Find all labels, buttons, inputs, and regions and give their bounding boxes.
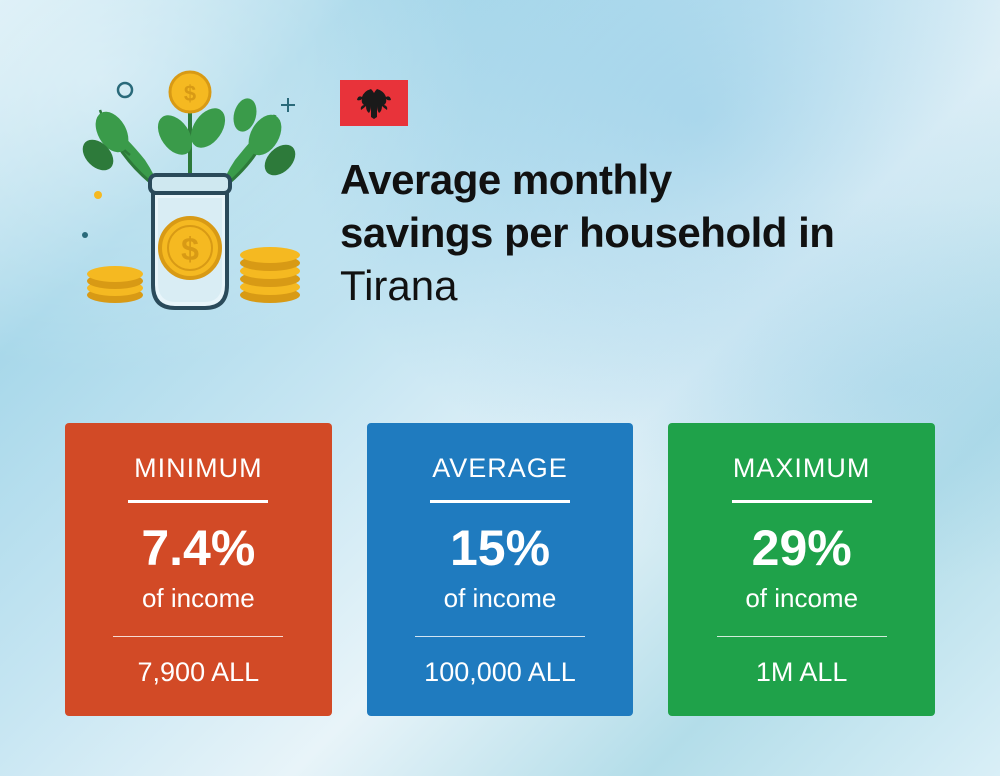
divider [415, 636, 585, 638]
card-sub: of income [688, 583, 915, 614]
card-amount: 1M ALL [688, 657, 915, 688]
card-label: AVERAGE [387, 453, 614, 484]
divider [113, 636, 283, 638]
albania-flag-icon [340, 80, 408, 126]
card-percent: 7.4% [85, 523, 312, 573]
svg-text:$: $ [184, 81, 196, 106]
card-sub: of income [387, 583, 614, 614]
card-label: MINIMUM [85, 453, 312, 484]
coin-stack-right [240, 247, 300, 303]
card-maximum: MAXIMUM 29% of income 1M ALL [668, 423, 935, 717]
divider [128, 500, 268, 503]
title-line-2: savings per household in [340, 207, 834, 260]
title-city: Tirana [340, 259, 834, 314]
card-average: AVERAGE 15% of income 100,000 ALL [367, 423, 634, 717]
divider [430, 500, 570, 503]
title-block: Average monthly savings per household in… [340, 60, 834, 314]
header-section: $ $ [70, 60, 940, 320]
card-percent: 29% [688, 523, 915, 573]
stats-cards-row: MINIMUM 7.4% of income 7,900 ALL AVERAGE… [65, 423, 935, 717]
divider [717, 636, 887, 638]
svg-text:$: $ [181, 231, 199, 267]
divider [732, 500, 872, 503]
card-minimum: MINIMUM 7.4% of income 7,900 ALL [65, 423, 332, 717]
card-sub: of income [85, 583, 312, 614]
card-percent: 15% [387, 523, 614, 573]
card-label: MAXIMUM [688, 453, 915, 484]
savings-jar-illustration: $ $ [70, 60, 310, 320]
card-amount: 7,900 ALL [85, 657, 312, 688]
savings-jar: $ [150, 175, 230, 308]
coin-stack-left [87, 266, 143, 303]
card-amount: 100,000 ALL [387, 657, 614, 688]
title-line-1: Average monthly [340, 154, 834, 207]
